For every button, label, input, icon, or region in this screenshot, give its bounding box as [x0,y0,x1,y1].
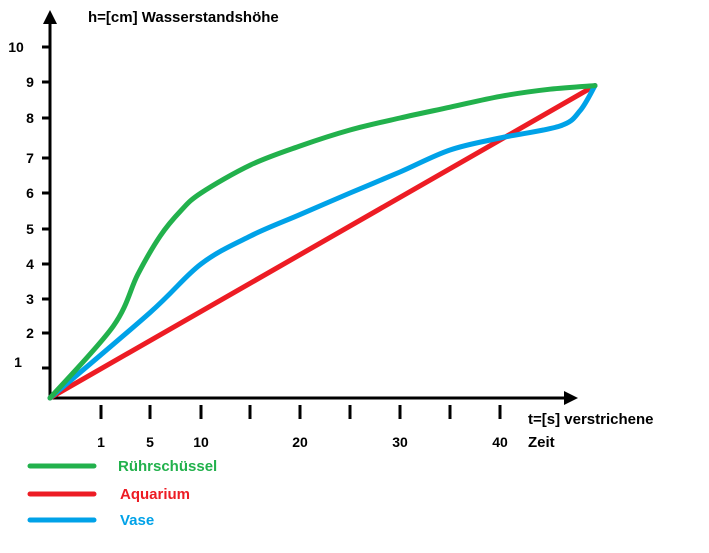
x-tick-label: 40 [492,434,508,450]
legend: Rührschüssel Aquarium Vase [27,458,217,529]
x-axis-title-line1: t=[s] verstrichene [528,411,653,428]
x-tick-label: 1 [97,434,105,450]
y-tick-label: 2 [26,325,34,341]
x-axis-arrowhead [564,391,578,405]
legend-label-r-hrsch-ssel: Rührschüssel [118,458,217,475]
y-tick-label: 8 [26,110,34,126]
x-tick-label: 30 [392,434,408,450]
y-tick-label: 6 [26,185,34,201]
y-tick-label: 9 [26,74,34,90]
y-axis-arrowhead [43,10,57,24]
y-tick-label: 7 [26,150,34,166]
series-line-aquarium [47,83,598,401]
x-tick-label: 10 [193,434,209,450]
series-lines [47,83,598,401]
x-tick-label: 5 [146,434,154,450]
y-tick-label: 5 [26,221,34,237]
y-tick-label: 1 [14,354,22,370]
legend-label-vase: Vase [120,512,154,529]
series-line-r-hrsch-ssel [47,83,598,401]
y-tick-label: 10 [8,39,24,55]
y-tick-label: 3 [26,291,34,307]
y-tick-label: 4 [26,256,34,272]
legend-label-aquarium: Aquarium [120,486,190,503]
x-tick-label: 20 [292,434,308,450]
series-line-vase [47,83,598,401]
x-axis-title-line2: Zeit [528,434,555,451]
y-axis-title: h=[cm] Wasserstandshöhe [88,9,279,26]
